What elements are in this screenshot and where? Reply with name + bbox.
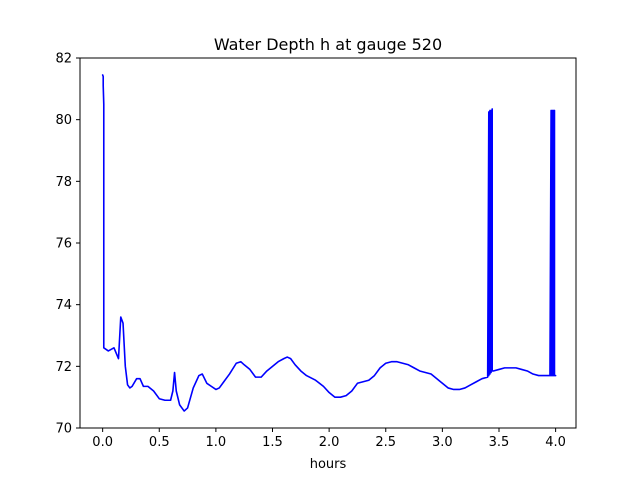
x-tick-label: 2.0 [319, 435, 340, 450]
y-tick-label: 70 [55, 422, 72, 437]
x-tick-label: 4.0 [545, 435, 566, 450]
x-tick-label: 1.5 [262, 435, 283, 450]
series-line-0 [101, 74, 557, 412]
x-tick-label: 0.0 [92, 435, 113, 450]
x-tick-label: 3.0 [432, 435, 453, 450]
chart-title: Water Depth h at gauge 520 [214, 35, 442, 54]
y-axis-ticks: 70 72 74 76 78 80 82 [55, 52, 80, 437]
y-tick-label: 74 [55, 298, 72, 313]
y-tick-label: 80 [55, 113, 72, 128]
x-tick-label: 3.5 [489, 435, 510, 450]
x-tick-label: 1.0 [206, 435, 227, 450]
y-tick-label: 78 [55, 175, 72, 190]
y-tick-label: 76 [55, 237, 72, 252]
plot-frame [79, 57, 577, 429]
y-tick-label: 82 [55, 52, 72, 67]
x-axis-label: hours [310, 457, 347, 472]
y-tick-label: 72 [55, 360, 72, 375]
x-tick-label: 2.5 [375, 435, 396, 450]
x-tick-label: 0.5 [149, 435, 170, 450]
series-layer [101, 74, 557, 412]
x-axis-ticks: 0.0 0.5 1.0 1.5 2.0 2.5 3.0 3.5 4.0 [92, 428, 566, 450]
